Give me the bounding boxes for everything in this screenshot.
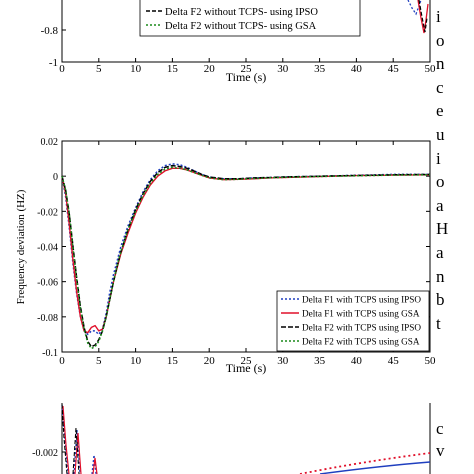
top-legend-box [139,0,361,37]
main-series [61,163,431,350]
top-x-tick-label: 0 [59,63,65,75]
side-text-letter: n [436,266,445,286]
legend-label: Delta F2 with TCPS using IPSO [302,323,421,333]
main-x-tick-label: 10 [130,355,142,367]
main-legend-entries: Delta F1 with TCPS using IPSO Delta F1 wi… [281,295,421,347]
top-figure: Delta F2 without TCPS- using IPSO Delta F… [41,0,436,84]
bottom-curve-oscillation-red [62,405,98,474]
bottom-figure: -0.002 [32,403,431,474]
series-line-3 [61,164,431,348]
legend-label: Delta F1 with TCPS using GSA [302,309,420,319]
top-curve-fragment-1 [407,0,422,16]
main-x-tick-label: 5 [96,355,102,367]
top-x-tick-label: 50 [425,63,437,75]
side-text-letter: o [436,30,445,50]
side-text-letter: i [436,148,441,168]
main-x-tick-label: 0 [59,355,65,367]
side-text-letter: n [436,54,445,74]
main-y-tick-label: -0.1 [42,348,58,359]
side-text-letter: t [436,313,441,333]
main-x-tick-label: 45 [388,355,400,367]
top-x-tick-label: 45 [388,63,400,75]
top-x-axis-label: Time (s) [226,70,267,84]
main-x-tick-label: 50 [425,355,437,367]
main-x-tick-label: 30 [277,355,289,367]
top-curve-fragment-2 [417,0,429,34]
top-y-tick-label: -0.8 [41,25,59,37]
top-y-ticks: -0.8 -1 [41,25,66,69]
top-x-tick-label: 20 [204,63,216,75]
series-line-4 [61,166,431,350]
side-text-letter: e [436,101,444,121]
main-chart: 0.02 0 -0.02 -0.04 -0.06 -0.08 -0.1 0 5 10 15 20 25… [15,137,436,375]
side-text-letter: H [436,219,449,239]
legend-label: Delta F1 with TCPS using IPSO [302,295,421,305]
top-x-tick-label: 25 [241,63,253,75]
bottom-curve-oscillation-black [61,403,80,474]
side-text-letter: b [436,290,445,310]
top-y-tick-label: -1 [49,57,58,69]
side-text-letter: a [436,195,444,215]
top-x-tick-label: 10 [130,63,142,75]
bottom-curve-oscillation-blue [61,404,97,474]
side-text-letter: a [436,243,444,262]
top-x-ticks: 0 5 10 15 20 25 30 35 40 45 50 [59,58,436,75]
main-y-tick-label: 0.02 [41,137,59,148]
side-text-letter: c [436,419,444,438]
main-x-axis-label: Time (s) [226,361,267,375]
side-text-letter: o [436,172,445,192]
main-x-tick-label: 40 [351,355,363,367]
top-legend-entries: Delta F2 without TCPS- using IPSO Delta F… [146,7,318,32]
main-y-tick-label: -0.08 [37,313,58,324]
top-legend-label: Delta F2 without TCPS- using GSA [165,21,317,32]
side-text-letter: v [436,441,445,460]
main-x-ticks: 0 5 10 15 20 25 30 35 40 45 50 [59,141,436,367]
main-y-tick-label: -0.06 [37,278,58,289]
main-y-tick-label: -0.02 [37,207,58,218]
main-x-tick-label: 20 [204,355,216,367]
bottom-curve-tail-red [299,452,431,474]
main-x-tick-label: 15 [167,355,179,367]
top-x-tick-label: 35 [314,63,326,75]
main-y-tick-label: 0 [53,172,58,183]
top-x-tick-label: 15 [167,63,179,75]
main-legend-box [276,290,430,352]
top-curve-fragment-3 [418,0,428,33]
top-legend-label: Delta F2 without TCPS- using IPSO [165,7,318,18]
top-x-tick-label: 40 [351,63,363,75]
main-y-ticks: 0.02 0 -0.02 -0.04 -0.06 -0.08 -0.1 [37,137,430,359]
top-x-tick-label: 5 [96,63,102,75]
side-text-letter: i [436,7,441,26]
bottom-y-tick-label: -0.002 [32,448,58,459]
bottom-curve-tail-blue [319,461,431,474]
side-text-letter: c [436,77,444,97]
main-y-tick-label: -0.04 [37,243,58,254]
main-y-axis-label: Frequency deviation (HZ) [15,189,27,304]
main-x-tick-label: 35 [314,355,326,367]
legend-label: Delta F2 with TCPS using GSA [302,337,420,347]
top-x-tick-label: 30 [277,63,289,75]
side-text-letter: u [436,125,445,144]
main-x-tick-label: 25 [241,355,253,367]
